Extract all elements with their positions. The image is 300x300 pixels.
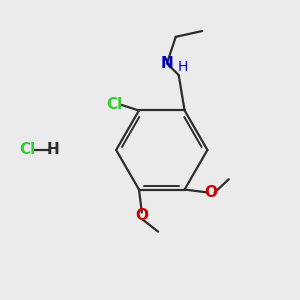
Text: O: O bbox=[135, 208, 148, 223]
Text: Cl: Cl bbox=[20, 142, 36, 158]
Text: N: N bbox=[160, 56, 173, 71]
Text: Cl: Cl bbox=[106, 97, 122, 112]
Text: H: H bbox=[46, 142, 59, 158]
Text: H: H bbox=[178, 60, 188, 74]
Text: O: O bbox=[205, 185, 218, 200]
